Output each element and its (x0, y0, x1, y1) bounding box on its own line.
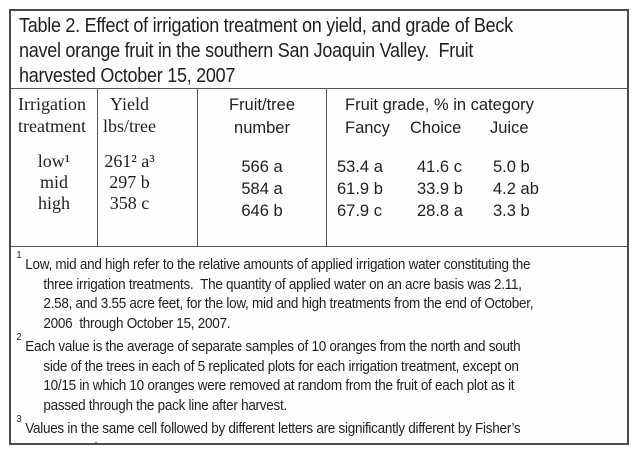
footnote-marker: 1 (16, 249, 22, 261)
header-line: Fruit/tree (228, 96, 296, 114)
footnote-line: three irrigation treatments. The quantit… (43, 275, 522, 293)
subheader-choice: Choice (410, 119, 462, 137)
footnote-line: 10/15 in which 10 oranges were removed a… (43, 377, 515, 394)
header-line: Irrigation (18, 94, 86, 114)
table-cell: 3.3 b (493, 202, 530, 220)
table-cell: 67.9 c (337, 202, 382, 220)
subheader-juice: Juice (490, 119, 529, 137)
footnote-marker: 2 (16, 331, 22, 343)
footnote-line: protected LSD test at P ≤ 0.05. (43, 439, 626, 444)
yield-values: 261² a³ 297 b 358 c (98, 151, 197, 214)
footnote-text: Each value is the average of separate sa… (25, 338, 521, 355)
table-container: Table 2. Effect of irrigation treatment … (9, 9, 629, 445)
footnote-line: 3Values in the same cell followed by dif… (16, 413, 626, 439)
table-cell: 646 b (241, 202, 283, 220)
column-fruit-per-tree: Fruit/tree number 566 a 584 a 646 b (198, 89, 327, 246)
footnote-text: Low, mid and high refer to the relative … (25, 256, 531, 273)
table-cell: 566 a (241, 158, 283, 176)
table-row: 67.9 c 28.8 a 3.3 b (327, 200, 627, 222)
footnote-line: 2006 through October 15, 2007. (43, 314, 231, 332)
footnote-line: 2.58, and 3.55 acre feet, for the low, m… (43, 295, 534, 312)
table-row: 61.9 b 33.9 b 4.2 ab (327, 178, 627, 200)
table-cell: 28.8 a (417, 202, 463, 220)
fruit-grade-subheaders: Fancy Choice Juice (327, 117, 627, 140)
table-cell: 261² a³ (104, 151, 155, 171)
data-grid: Irrigation treatment low¹ mid high Yield… (11, 89, 627, 247)
title-line-1: Table 2. Effect of irrigation treatment … (19, 15, 513, 37)
footnote-3: 3Values in the same cell followed by dif… (16, 413, 626, 444)
footnote-line: 1Low, mid and high refer to the relative… (16, 249, 626, 275)
title-line-2: navel orange fruit in the southern San J… (19, 40, 474, 62)
footnote-line: 2Each value is the average of separate s… (16, 331, 626, 357)
footnote-marker: 3 (16, 413, 22, 425)
table-cell: 33.9 b (417, 180, 463, 198)
table-cell: 41.6 c (417, 158, 462, 176)
table-title: Table 2. Effect of irrigation treatment … (11, 11, 627, 89)
irrigation-values: low¹ mid high (11, 151, 97, 214)
col-header-fruit-per-tree: Fruit/tree number (198, 89, 326, 140)
table-cell: 53.4 a (337, 158, 383, 176)
table-cell: 358 c (109, 193, 150, 213)
column-fruit-grade: Fruit grade, % in category Fancy Choice … (327, 89, 627, 246)
title-line-3: harvested October 15, 2007 (19, 65, 236, 87)
fruit-grade-values: 53.4 a 41.6 c 5.0 b 61.9 b 33.9 b 4.2 ab… (327, 156, 627, 222)
column-yield: Yield lbs/tree 261² a³ 297 b 358 c (98, 89, 198, 246)
table-cell: 297 b (109, 172, 150, 192)
col-header-irrigation-treatment: Irrigation treatment (11, 89, 97, 137)
table-cell: high (37, 193, 70, 213)
footnote-2: 2Each value is the average of separate s… (16, 331, 626, 415)
col-header-yield: Yield lbs/tree (98, 89, 197, 137)
table-cell: 4.2 ab (493, 180, 539, 198)
table-cell: 61.9 b (337, 180, 383, 198)
fruit-per-tree-values: 566 a 584 a 646 b (198, 156, 326, 222)
column-irrigation-treatment: Irrigation treatment low¹ mid high (11, 89, 98, 246)
col-header-fruit-grade: Fruit grade, % in category (345, 96, 534, 114)
header-line: treatment (18, 116, 86, 136)
header-line: Yield (110, 94, 149, 114)
table-cell: 5.0 b (493, 158, 530, 176)
header-line: lbs/tree (103, 116, 156, 136)
footnote-line: side of the trees in each of 5 replicate… (43, 357, 519, 375)
table-row: 53.4 a 41.6 c 5.0 b (327, 156, 627, 178)
footnote-line: passed through the pack line after harve… (43, 396, 287, 414)
table-cell: mid (39, 172, 68, 192)
footnote-1: 1Low, mid and high refer to the relative… (16, 249, 626, 333)
footnotes-section: 1Low, mid and high refer to the relative… (11, 247, 626, 444)
header-line: number (234, 119, 290, 137)
table-cell: 584 a (241, 180, 283, 198)
subheader-fancy: Fancy (345, 119, 390, 137)
footnote-text: Values in the same cell followed by diff… (25, 420, 521, 437)
table-cell: low¹ (37, 151, 71, 171)
